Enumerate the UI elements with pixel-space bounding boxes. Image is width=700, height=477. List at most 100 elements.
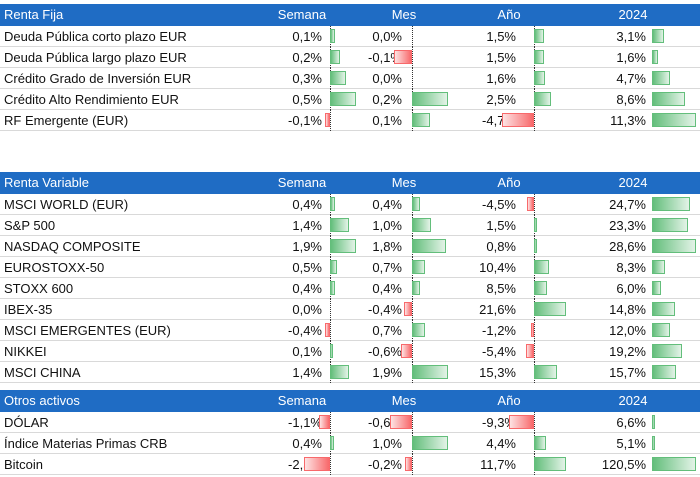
table-row: Bitcoin-2,5%-0,2%11,7%120,5% [0, 454, 700, 475]
value-2024: 6,0% [616, 281, 646, 296]
data-bar-ano [534, 436, 546, 450]
data-bar-ano [534, 302, 566, 316]
value-semana: 0,0% [292, 302, 322, 317]
section-title: Renta Fija [4, 7, 64, 22]
data-bar-2024 [652, 436, 655, 450]
bar-axis [534, 412, 535, 433]
value-mes: -0,4% [368, 302, 402, 317]
asset-label: MSCI EMERGENTES (EUR) [4, 323, 171, 338]
data-bar-semana [330, 218, 349, 232]
data-bar-mes [404, 302, 412, 316]
bar-axis [534, 194, 535, 215]
value-mes: 0,7% [372, 323, 402, 338]
table-row: DÓLAR -1,1% -0,6% -9,3% 6,6% [0, 412, 700, 433]
data-bar-mes [412, 260, 425, 274]
value-ano: 15,3% [479, 365, 516, 380]
data-bar-semana [330, 281, 335, 295]
data-bar-mes [412, 92, 448, 106]
value-semana: -1,1% [288, 415, 322, 430]
value-semana: 1,4% [292, 218, 322, 233]
value-mes: 0,4% [372, 197, 402, 212]
data-bar-semana [304, 457, 330, 471]
value-2024: 23,3% [609, 218, 646, 233]
data-bar-ano [534, 218, 537, 232]
column-header-ano: Año [497, 175, 521, 190]
column-header-2024: 2024 [618, 175, 648, 190]
data-bar-ano [527, 197, 534, 211]
data-bar-semana [330, 344, 333, 358]
table-row: STOXX 600 0,4% 0,4% 8,5% 6,0% [0, 278, 700, 299]
value-semana: 0,3% [292, 71, 322, 86]
table-row: Deuda Pública largo plazo EUR 0,2% -0,1% 1,… [0, 47, 700, 68]
value-mes: 1,8% [372, 239, 402, 254]
column-header-mes: Mes [391, 7, 417, 22]
asset-label: Crédito Alto Rendimiento EUR [4, 92, 179, 107]
asset-label: RF Emergente (EUR) [4, 113, 129, 128]
value-2024: 3,1% [616, 29, 646, 44]
data-bar-ano [534, 457, 566, 471]
section-renta-variable: Renta Variable Semana Mes Año 2024 MSCI WORLD… [0, 172, 700, 383]
section-header: Otros activos Semana Mes Año 2024 [0, 390, 700, 412]
value-ano: 21,6% [479, 302, 516, 317]
section-otros-activos: Otros activos Semana Mes Año 2024 DÓLAR -1,1% -… [0, 390, 700, 475]
value-mes: 0,2% [372, 92, 402, 107]
value-2024: 8,6% [616, 92, 646, 107]
asset-label: NASDAQ COMPOSITE [4, 239, 141, 254]
data-bar-semana [330, 436, 334, 450]
section-header: Renta Fija Semana Mes Año 2024 [0, 4, 700, 26]
asset-label: EUROSTOXX-50 [4, 260, 105, 275]
data-bar-2024 [652, 260, 665, 274]
value-2024: 6,6% [616, 415, 646, 430]
value-mes: -0,2% [368, 457, 402, 472]
value-2024: 12,0% [609, 323, 646, 338]
value-mes: 1,0% [372, 218, 402, 233]
column-header-semana: Semana [277, 393, 327, 408]
asset-label: STOXX 600 [4, 281, 74, 296]
data-bar-mes [412, 436, 448, 450]
bar-axis [412, 68, 413, 89]
data-bar-semana [330, 29, 335, 43]
data-bar-mes [412, 239, 446, 253]
value-ano: 2,5% [486, 92, 516, 107]
data-bar-semana [330, 365, 349, 379]
column-header-mes: Mes [391, 393, 417, 408]
bar-axis [330, 412, 331, 433]
value-ano: 1,5% [486, 218, 516, 233]
value-mes: 0,1% [372, 113, 402, 128]
column-header-ano: Año [497, 7, 521, 22]
data-bar-2024 [652, 365, 676, 379]
data-bar-semana [319, 415, 330, 429]
value-mes: -0,6% [368, 344, 402, 359]
column-header-mes: Mes [391, 175, 417, 190]
value-ano: 8,5% [486, 281, 516, 296]
asset-label: Crédito Grado de Inversión EUR [4, 71, 192, 86]
data-bar-2024 [652, 29, 664, 43]
value-semana: 1,9% [292, 239, 322, 254]
data-bar-2024 [652, 302, 675, 316]
data-bar-2024 [652, 71, 670, 85]
data-bar-2024 [652, 239, 696, 253]
column-header-semana: Semana [277, 175, 327, 190]
table-row: MSCI WORLD (EUR) 0,4% 0,4% -4,5% 24,7% [0, 194, 700, 215]
value-mes: 1,0% [372, 436, 402, 451]
data-bar-2024 [652, 50, 658, 64]
column-header-semana: Semana [277, 7, 327, 22]
bar-axis [330, 320, 331, 341]
section-title: Otros activos [4, 393, 80, 408]
data-bar-ano [534, 281, 547, 295]
column-header-ano: Año [497, 393, 521, 408]
value-2024: 5,1% [616, 436, 646, 451]
asset-label: DÓLAR [4, 415, 49, 430]
data-bar-ano [531, 323, 534, 337]
data-bar-mes [412, 365, 448, 379]
bar-axis [330, 454, 331, 475]
asset-label: Deuda Pública corto plazo EUR [4, 29, 187, 44]
value-semana: 0,5% [292, 260, 322, 275]
table-row: IBEX-35 0,0% -0,4% 21,6% 14,8% [0, 299, 700, 320]
column-header-2024: 2024 [618, 7, 648, 22]
data-bar-mes [412, 281, 420, 295]
data-bar-mes [405, 457, 412, 471]
data-bar-2024 [652, 281, 661, 295]
value-ano: 1,6% [486, 71, 516, 86]
asset-label: NIKKEI [4, 344, 47, 359]
